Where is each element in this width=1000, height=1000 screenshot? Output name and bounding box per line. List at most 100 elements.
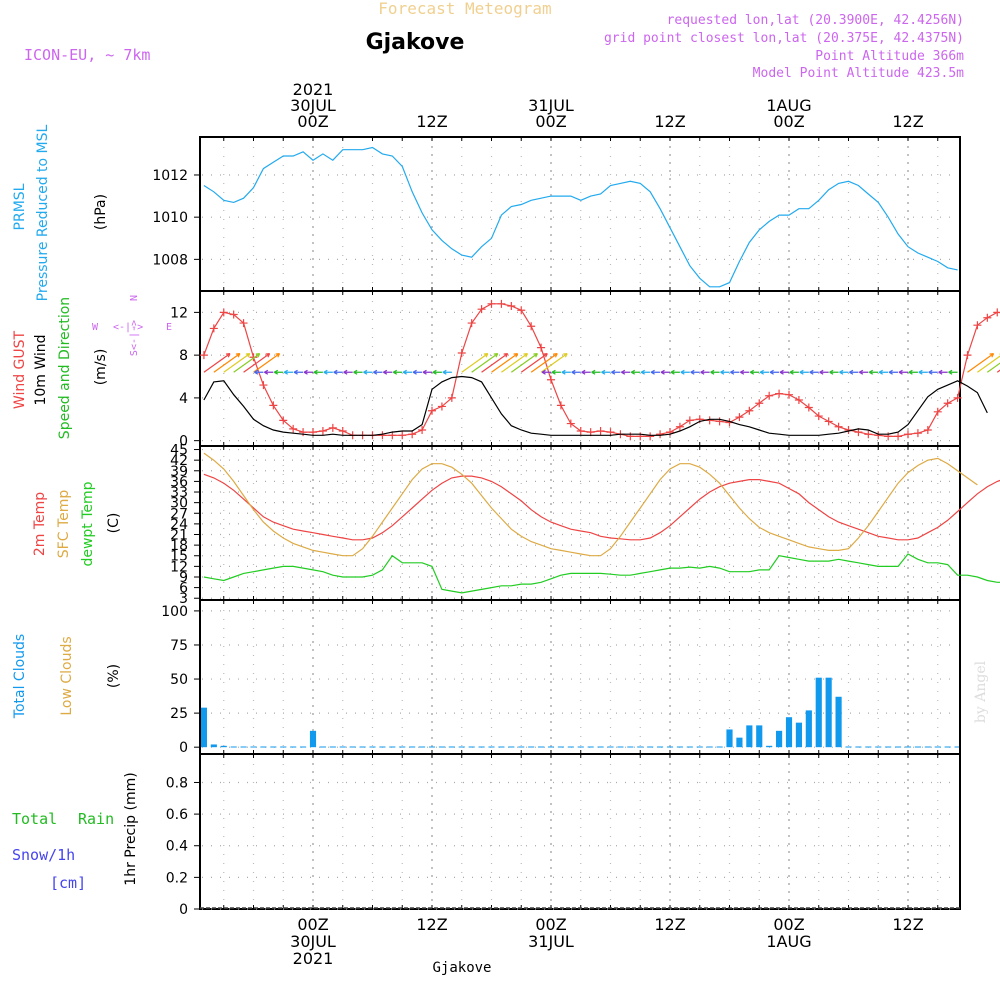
temp-ytick-label: 39	[170, 464, 188, 480]
total-clouds-bar	[409, 746, 416, 748]
total-clouds-bar	[478, 746, 485, 748]
wind-direction-arrowhead	[303, 369, 308, 375]
wind-gust-marker	[527, 322, 536, 331]
clouds-panel: 0 25 50 75 100	[161, 599, 961, 756]
total-clouds-bar	[280, 746, 287, 748]
total-clouds-bar	[875, 746, 882, 748]
wind-series-1	[203, 375, 988, 436]
wind-gust-marker	[239, 319, 248, 328]
compass-s: S<-|->	[129, 320, 140, 356]
total-clouds-bar	[746, 725, 753, 748]
temp-series-0	[203, 473, 1000, 541]
wind-gust-marker	[259, 381, 268, 390]
wind-direction-arrowhead	[264, 369, 269, 375]
wind-direction-arrowhead	[888, 369, 893, 375]
total-clouds-bar	[825, 677, 832, 748]
total-clouds-bar	[319, 746, 326, 748]
wind-gust-marker	[318, 427, 327, 436]
precip-ytick-label: 0	[179, 902, 188, 918]
total-clouds-bar	[885, 746, 892, 748]
total-clouds-bar	[805, 710, 812, 748]
precip-unit-label: 1hr Precip (mm)	[123, 772, 139, 885]
wind-gust-marker	[537, 343, 546, 352]
wind-direction-arrowhead	[749, 369, 755, 375]
wind-gust-marker	[775, 389, 784, 398]
wind-direction-arrowhead	[928, 369, 933, 375]
clouds-ytick-label: 25	[170, 706, 188, 722]
wind-gust-marker	[933, 407, 942, 416]
wind-direction-arrowhead	[561, 369, 566, 375]
wind-gust-marker	[824, 417, 833, 426]
wind-direction-arrowhead	[819, 369, 824, 375]
wind-gust-marker	[755, 399, 764, 408]
wind-direction-arrowhead	[918, 369, 923, 375]
location-title: Gjakove	[366, 30, 465, 55]
total-clouds-bar	[954, 746, 959, 748]
wind-direction-arrow	[223, 353, 251, 373]
total-clouds-label: Total Clouds	[12, 634, 28, 719]
wind-direction-arrowhead	[543, 353, 548, 358]
total-clouds-bar	[776, 730, 783, 748]
wind-gust-marker	[794, 396, 803, 405]
footer-location: Gjakove	[432, 960, 491, 976]
wind-direction-arrowhead	[553, 353, 558, 358]
prmsl-label: PRMSL	[12, 183, 28, 230]
total-clouds-bar	[399, 746, 406, 748]
gust-label: Wind GUST	[12, 330, 28, 409]
total-clouds-bar	[815, 677, 822, 748]
total-clouds-bar	[538, 746, 545, 748]
total-clouds-bar	[528, 746, 535, 748]
total-clouds-bar	[428, 746, 436, 748]
grid-point-coords: grid point closest lon,lat (20.375E, 42.…	[604, 31, 964, 46]
wind-direction-arrow	[986, 362, 1000, 373]
wind-direction-arrowhead	[908, 369, 913, 375]
wind-gust-marker	[467, 319, 476, 328]
wind-gust-marker	[229, 310, 238, 319]
wind-direction-arrowhead	[601, 369, 606, 375]
bottom-axis-label: 00Z	[297, 915, 328, 934]
wind-gust-marker	[834, 422, 843, 431]
wind-direction-arrow	[530, 353, 558, 373]
wind-gust-marker	[398, 431, 407, 440]
total-clouds-bar	[627, 746, 634, 748]
clouds-unit-label: (%)	[106, 664, 122, 688]
wind-gust-marker	[378, 431, 387, 440]
wind-gust-marker	[913, 429, 922, 438]
total-clouds-bar	[756, 725, 763, 748]
wind-direction-arrow	[977, 355, 1000, 373]
total-clouds-bar	[547, 746, 555, 748]
wind-direction-arrow	[461, 353, 489, 373]
compass-n: N	[129, 295, 140, 301]
wind-gust-marker	[279, 416, 288, 425]
wind-direction-arrowhead	[720, 369, 725, 375]
wind-gust-marker	[477, 305, 486, 314]
wind-gust-marker	[626, 432, 635, 441]
total-clouds-bar	[895, 746, 902, 748]
wind-direction-arrow	[233, 353, 261, 373]
wind-direction-arrowhead	[533, 353, 538, 358]
wind-direction-arrowhead	[898, 369, 903, 375]
temp-ytick-label: 33	[170, 485, 188, 501]
wind-direction-arrowhead	[650, 369, 655, 375]
total-clouds-bar	[666, 746, 674, 748]
wind-gust-marker	[894, 432, 903, 441]
wind-gust-marker	[269, 401, 278, 410]
total-clouds-bar	[557, 746, 564, 748]
precip-rain-label: Rain	[78, 810, 114, 828]
wind-direction-arrowhead	[225, 353, 231, 358]
wind-direction-arrowhead	[412, 369, 417, 375]
pressure-series-0	[203, 146, 958, 288]
wind-direction-arrowhead	[730, 369, 735, 375]
wind-gust-marker	[953, 393, 962, 402]
wind-gust-marker	[765, 391, 774, 400]
total-clouds-bar	[339, 746, 346, 748]
wind-gust-marker	[983, 313, 992, 322]
wind-direction-arrowhead	[859, 369, 864, 375]
total-clouds-bar	[250, 746, 257, 748]
wind-direction-arrowhead	[611, 369, 616, 375]
wind-gust-marker	[209, 324, 218, 333]
total-clouds-bar	[458, 746, 465, 748]
wind-direction-arrowhead	[513, 353, 519, 358]
